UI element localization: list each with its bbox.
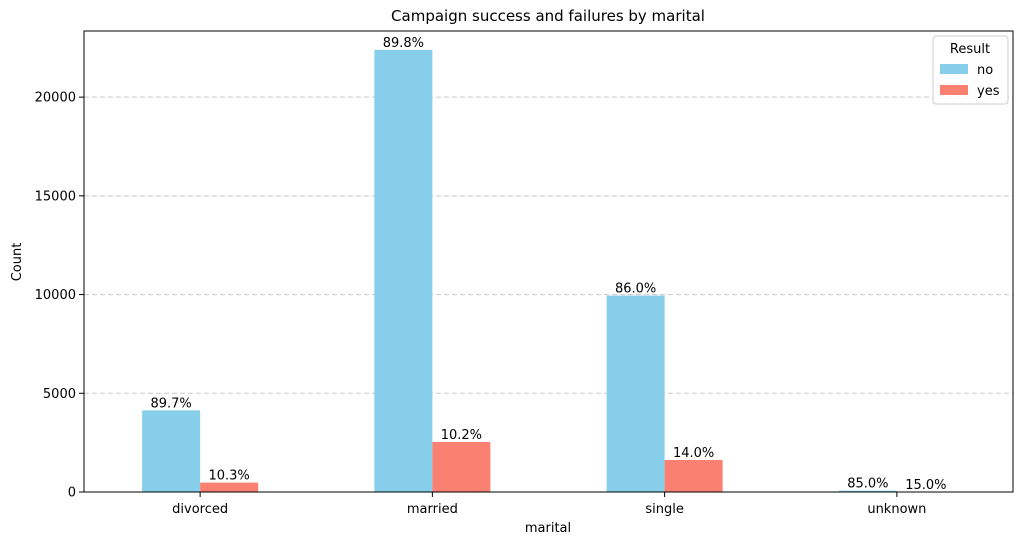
data-label-no-single: 86.0% bbox=[615, 282, 656, 297]
x-tick-label: single bbox=[645, 502, 684, 517]
legend-title: Result bbox=[950, 42, 990, 57]
legend-swatch-no bbox=[940, 64, 968, 74]
plot-frame bbox=[84, 31, 1013, 492]
legend: Result no yes bbox=[933, 36, 1008, 104]
y-tick-label: 0 bbox=[68, 486, 76, 501]
bar-no-single bbox=[607, 296, 665, 492]
x-tick-label: unknown bbox=[867, 502, 926, 517]
legend-swatch-yes bbox=[940, 85, 968, 95]
data-label-no-married: 89.8% bbox=[383, 36, 424, 51]
bars bbox=[142, 50, 955, 492]
x-tick-label: married bbox=[407, 502, 458, 517]
bar-yes-single bbox=[665, 460, 723, 492]
data-label-yes-unknown: 15.0% bbox=[905, 478, 946, 493]
data-label-no-unknown: 85.0% bbox=[847, 477, 888, 492]
bar-no-married bbox=[374, 50, 432, 492]
y-tick-label: 10000 bbox=[35, 288, 76, 303]
x-axis-label: marital bbox=[525, 521, 571, 536]
data-labels: 89.7% 10.3% 89.8% 10.2% 86.0% 14.0% 85.0% 15.0% bbox=[150, 36, 946, 493]
data-label-yes-single: 14.0% bbox=[673, 446, 714, 461]
y-tick-label: 20000 bbox=[35, 91, 76, 106]
chart-title: Campaign success and failures by marital bbox=[391, 7, 705, 25]
data-label-no-divorced: 89.7% bbox=[150, 396, 191, 411]
bar-yes-married bbox=[432, 442, 490, 492]
bar-yes-divorced bbox=[200, 483, 258, 492]
data-label-yes-married: 10.2% bbox=[441, 428, 482, 443]
data-label-yes-divorced: 10.3% bbox=[208, 469, 249, 484]
legend-label-no: no bbox=[977, 63, 993, 78]
gridlines bbox=[84, 97, 1013, 393]
bar-no-divorced bbox=[142, 410, 200, 492]
x-tick-label: divorced bbox=[172, 502, 228, 517]
y-tick-label: 15000 bbox=[35, 189, 76, 204]
y-tick-label: 5000 bbox=[43, 387, 76, 402]
legend-label-yes: yes bbox=[977, 84, 1000, 99]
y-axis-label: Count bbox=[10, 243, 25, 282]
